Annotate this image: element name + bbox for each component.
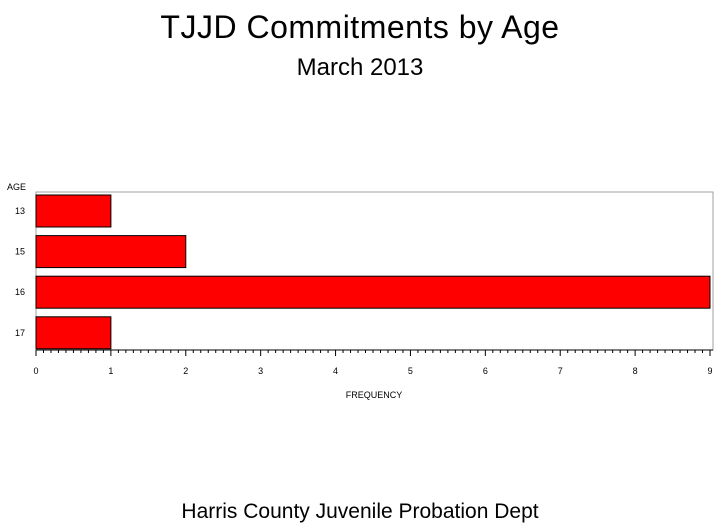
y-tick-label: 17 (15, 328, 25, 338)
y-axis-label: AGE (7, 182, 26, 192)
bar-age-13 (35, 194, 112, 228)
bar-age-16 (35, 275, 711, 309)
y-tick-label: 16 (15, 287, 25, 297)
chart-subtitle: March 2013 (296, 54, 424, 81)
y-tick-label: 15 (15, 247, 25, 257)
x-tick-label: 5 (408, 366, 413, 376)
x-tick-label: 3 (258, 366, 263, 376)
plot-frame (35, 191, 714, 351)
x-tick-label: 1 (108, 366, 113, 376)
x-axis-ticks: 0 1 2 3 4 5 6 7 8 9 (33, 350, 713, 376)
bars-group (35, 194, 711, 350)
x-tick-label: 0 (33, 366, 38, 376)
x-tick-label: 2 (183, 366, 188, 376)
x-tick-label: 7 (558, 366, 563, 376)
x-tick-label: 4 (333, 366, 338, 376)
footer-credit: Harris County Juvenile Probation Dept (181, 500, 539, 523)
x-tick-label: 8 (633, 366, 638, 376)
bar-age-17 (35, 316, 112, 350)
x-tick-label: 9 (707, 366, 712, 376)
y-tick-label: 13 (15, 206, 25, 216)
x-tick-label: 6 (483, 366, 488, 376)
chart-title: TJJD Commitments by Age (160, 9, 560, 45)
x-axis-label: FREQUENCY (346, 390, 403, 400)
y-tick-labels: 13 15 16 17 (15, 206, 25, 338)
bar-age-15 (35, 235, 187, 269)
